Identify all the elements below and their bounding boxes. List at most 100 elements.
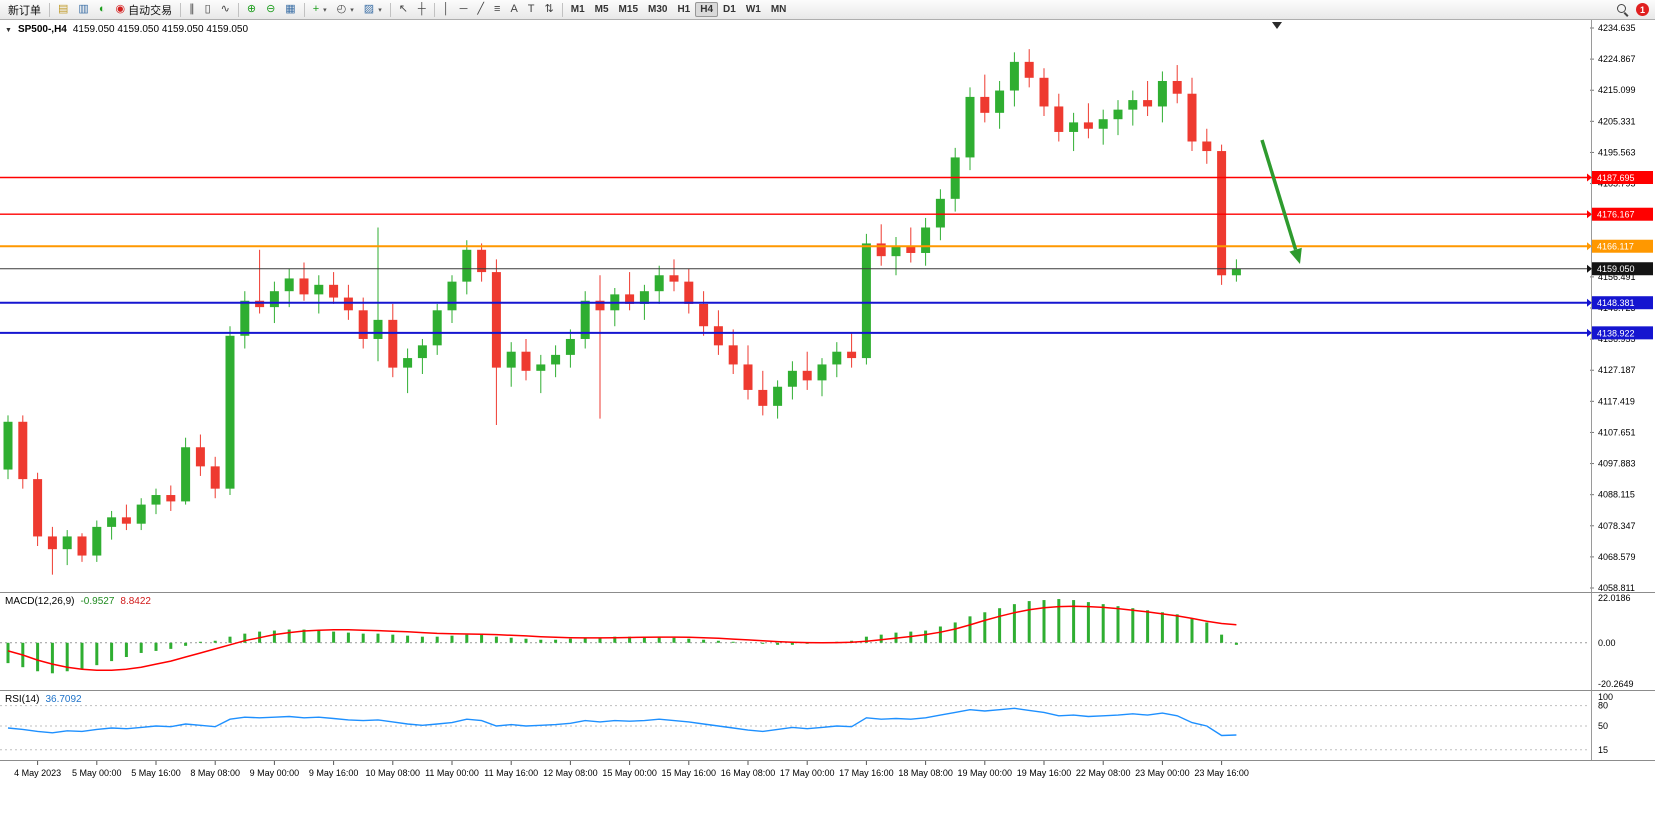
macd-main-value: -0.9527 xyxy=(80,596,115,607)
chart-window: 4234.635 4224.867 4215.099 4205.331 4195.563… xyxy=(0,20,1655,826)
svg-text:19 May 00:00: 19 May 00:00 xyxy=(958,768,1013,778)
toolbar-separator xyxy=(49,2,50,17)
symbol-dropdown-icon[interactable]: ▼ xyxy=(5,27,12,34)
chevron-down-icon: ▾ xyxy=(378,6,382,14)
candles xyxy=(3,49,1241,575)
trendline-tool-button[interactable]: ╱ xyxy=(472,1,489,18)
indicators-plus-icon: + xyxy=(312,3,320,15)
timeframe-m30-button[interactable]: M30 xyxy=(648,4,668,15)
bar-chart-button[interactable]: ∥ xyxy=(184,1,200,18)
price-tag-4148.381: 4148.381 xyxy=(1587,296,1653,310)
text-label-icon: T xyxy=(527,3,535,15)
timeframe-m15-button[interactable]: M15 xyxy=(618,4,638,15)
periods-button[interactable]: ◴ ▾ xyxy=(332,1,359,18)
timeframe-mn-button[interactable]: MN xyxy=(770,4,787,15)
templates-button[interactable]: ▨ ▾ xyxy=(359,1,387,18)
search-icon[interactable] xyxy=(1617,4,1628,15)
fibonacci-icon: ≡ xyxy=(494,3,501,15)
auto-trading-button[interactable]: ◉ 自动交易 xyxy=(110,1,177,18)
svg-text:-20.2649: -20.2649 xyxy=(1598,679,1634,689)
chart-symbol-header: ▼ SP500-,H4 4159.050 4159.050 4159.050 4… xyxy=(5,24,248,35)
crosshair-tool-button[interactable]: ┼ xyxy=(413,1,431,18)
text-tool-button[interactable]: A xyxy=(505,1,522,18)
timeframe-h4-button[interactable]: H4 xyxy=(695,2,719,17)
vertical-line-icon: │ xyxy=(442,3,450,15)
new-chart-button[interactable]: ▤ xyxy=(53,1,73,18)
horizontal-lines xyxy=(0,176,1590,334)
chevron-down-icon: ▾ xyxy=(323,6,327,14)
svg-text:4176.167: 4176.167 xyxy=(1597,210,1635,220)
svg-text:15: 15 xyxy=(1598,745,1608,755)
toolbar-separator xyxy=(180,2,182,17)
svg-text:12 May 08:00: 12 May 08:00 xyxy=(543,768,598,778)
zoom-out-button[interactable]: ⊖ xyxy=(261,1,280,18)
price-tags: 4187.695 4176.167 4166.117 4148.381 4138.922… xyxy=(1587,171,1653,340)
zoom-in-icon: ⊕ xyxy=(246,3,257,15)
panel-separators xyxy=(0,592,1655,761)
arrows-icon: ⇅ xyxy=(544,3,554,15)
svg-text:18 May 08:00: 18 May 08:00 xyxy=(898,768,953,778)
timeframe-w1-button[interactable]: W1 xyxy=(745,4,761,15)
timeframe-d1-button[interactable]: D1 xyxy=(723,4,736,15)
svg-text:4127.187: 4127.187 xyxy=(1598,365,1636,375)
horizontal-line-tool-button[interactable]: ─ xyxy=(455,1,473,18)
zoom-in-button[interactable]: ⊕ xyxy=(242,1,261,18)
macd-signal-value: 8.8422 xyxy=(120,596,151,607)
svg-text:11 May 16:00: 11 May 16:00 xyxy=(484,768,538,778)
label-tool-button[interactable]: T xyxy=(523,1,540,18)
price-tag-4166.117: 4166.117 xyxy=(1587,239,1653,253)
svg-text:4 May 2023: 4 May 2023 xyxy=(14,768,61,778)
svg-text:22.0186: 22.0186 xyxy=(1598,593,1631,603)
line-chart-button[interactable]: ∿ xyxy=(216,1,235,18)
toolbar-separator xyxy=(561,2,563,17)
svg-text:10 May 08:00: 10 May 08:00 xyxy=(366,768,421,778)
svg-text:9 May 16:00: 9 May 16:00 xyxy=(309,768,359,778)
symbol-timeframe-label: SP500-,H4 xyxy=(17,24,67,35)
price-tag-4176.167: 4176.167 xyxy=(1587,207,1653,221)
svg-text:5 May 16:00: 5 May 16:00 xyxy=(131,768,181,778)
macd-indicator-header: MACD(12,26,9) -0.9527 8.8422 xyxy=(5,596,151,607)
svg-text:4068.579: 4068.579 xyxy=(1598,552,1636,562)
svg-text:4224.867: 4224.867 xyxy=(1598,54,1636,64)
svg-text:9 May 00:00: 9 May 00:00 xyxy=(250,768,300,778)
tile-windows-button[interactable]: ▦ xyxy=(280,1,300,18)
macd-panel: 22.0186 0.00 -20.2649 xyxy=(0,593,1634,689)
profiles-icon: ▥ xyxy=(78,3,89,15)
svg-text:4097.883: 4097.883 xyxy=(1598,459,1636,469)
timeframe-h1-button[interactable]: H1 xyxy=(677,4,691,15)
fibonacci-tool-button[interactable]: ≡ xyxy=(489,1,505,18)
cursor-tool-button[interactable]: ↖ xyxy=(394,1,413,18)
time-axis: 4 May 2023 5 May 00:00 5 May 16:00 8 May 08… xyxy=(14,760,1249,778)
svg-text:8 May 08:00: 8 May 08:00 xyxy=(190,768,240,778)
tile-windows-icon: ▦ xyxy=(285,3,296,15)
svg-text:4205.331: 4205.331 xyxy=(1598,116,1636,126)
zoom-out-icon: ⊖ xyxy=(266,3,276,15)
profiles-button[interactable]: ▥ xyxy=(73,1,93,18)
svg-text:80: 80 xyxy=(1598,701,1608,711)
rsi-value: 36.7092 xyxy=(45,694,82,705)
vertical-line-tool-button[interactable]: │ xyxy=(438,1,455,18)
market-watch-button[interactable]: ◐ xyxy=(94,1,111,18)
chart-canvas[interactable]: 4234.635 4224.867 4215.099 4205.331 4195.563… xyxy=(0,20,1655,826)
price-tag-4138.922: 4138.922 xyxy=(1587,326,1653,340)
new-chart-icon: ▤ xyxy=(58,3,69,15)
timeframe-m1-button[interactable]: M1 xyxy=(570,4,585,15)
svg-text:16 May 08:00: 16 May 08:00 xyxy=(721,768,776,778)
chart-objects xyxy=(1260,22,1302,264)
cursor-icon: ↖ xyxy=(398,3,408,15)
svg-text:22 May 08:00: 22 May 08:00 xyxy=(1076,768,1131,778)
timeframe-m5-button[interactable]: M5 xyxy=(594,4,609,15)
notification-badge[interactable]: 1 xyxy=(1636,3,1649,16)
text-icon: A xyxy=(510,3,518,15)
indicators-button[interactable]: + ▾ xyxy=(308,1,332,18)
new-order-button[interactable]: 新订单 xyxy=(3,1,46,18)
toolbar-separator xyxy=(389,2,391,17)
svg-text:4088.115: 4088.115 xyxy=(1598,490,1635,500)
candlestick-chart-button[interactable]: ▯ xyxy=(200,1,216,18)
candlestick-icon: ▯ xyxy=(204,3,211,15)
current-price-tag: 4159.050 xyxy=(1587,262,1653,276)
svg-text:0.00: 0.00 xyxy=(1598,638,1616,648)
arrows-tool-button[interactable]: ⇅ xyxy=(540,1,559,18)
toolbar-separator xyxy=(237,2,239,17)
